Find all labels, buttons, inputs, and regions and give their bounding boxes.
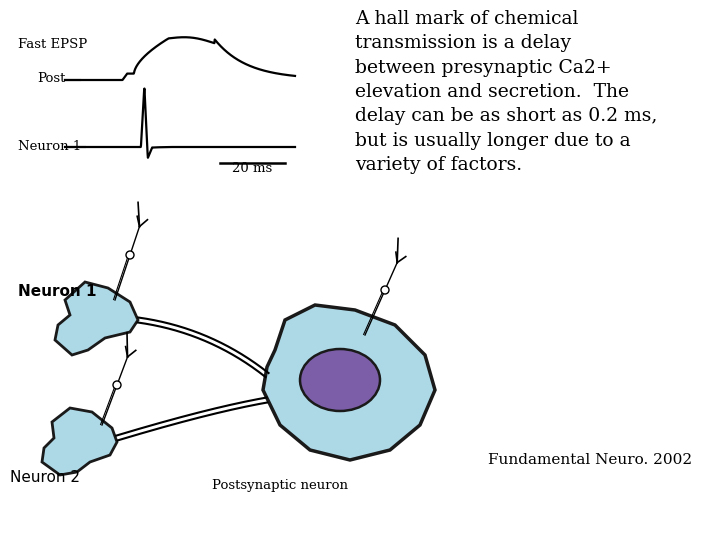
Text: Postsynaptic neuron: Postsynaptic neuron bbox=[212, 478, 348, 491]
Text: Post: Post bbox=[37, 71, 66, 84]
Text: A hall mark of chemical
transmission is a delay
between presynaptic Ca2+
elevati: A hall mark of chemical transmission is … bbox=[355, 10, 657, 174]
Text: Neuron 1: Neuron 1 bbox=[18, 285, 96, 300]
Text: Fast EPSP: Fast EPSP bbox=[18, 38, 87, 51]
Circle shape bbox=[381, 286, 389, 294]
Polygon shape bbox=[263, 305, 435, 460]
Text: Fundamental Neuro. 2002: Fundamental Neuro. 2002 bbox=[488, 453, 692, 467]
Circle shape bbox=[113, 381, 121, 389]
Circle shape bbox=[126, 251, 134, 259]
Text: Neuron 1: Neuron 1 bbox=[18, 140, 81, 153]
Polygon shape bbox=[55, 282, 138, 355]
Text: 20 ms: 20 ms bbox=[233, 162, 273, 175]
Polygon shape bbox=[42, 408, 117, 475]
Text: Neuron 2: Neuron 2 bbox=[10, 470, 80, 485]
Ellipse shape bbox=[300, 349, 380, 411]
